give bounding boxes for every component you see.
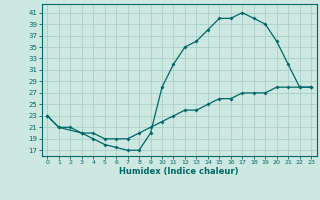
X-axis label: Humidex (Indice chaleur): Humidex (Indice chaleur) — [119, 167, 239, 176]
